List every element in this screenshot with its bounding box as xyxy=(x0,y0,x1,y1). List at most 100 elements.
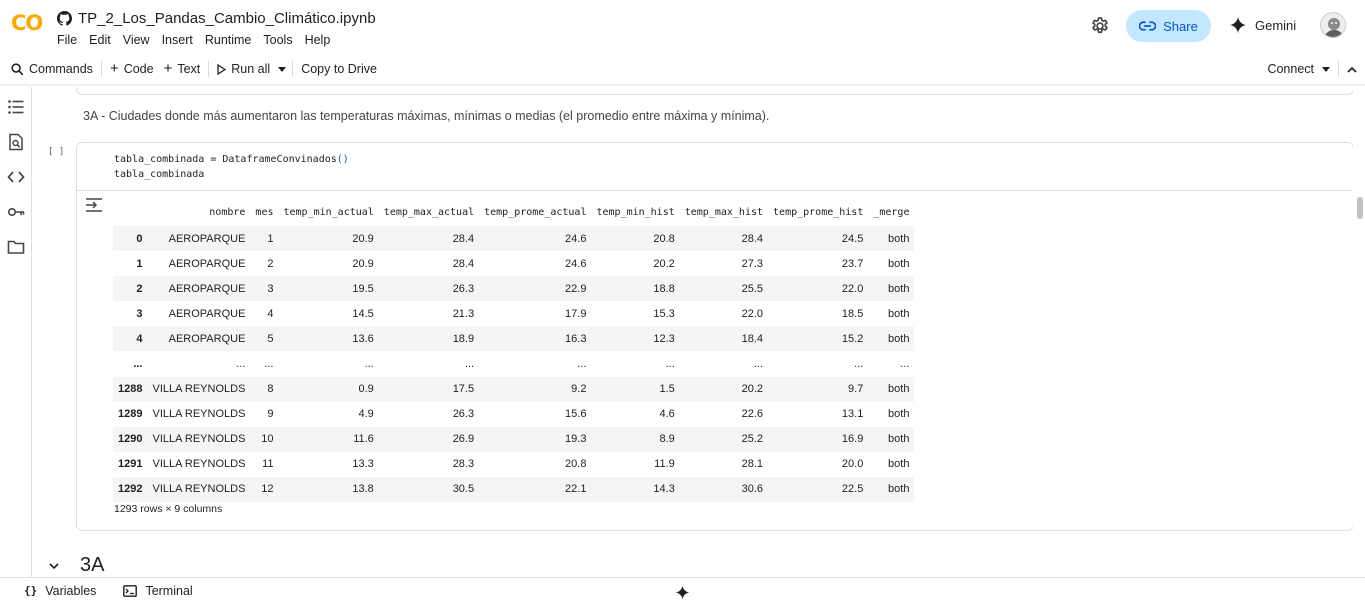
run-cell-button[interactable]: [ ] xyxy=(48,147,65,157)
connect-dropdown[interactable] xyxy=(1322,54,1338,84)
table-cell: 17.5 xyxy=(378,376,480,402)
colab-logo[interactable]: CO xyxy=(11,12,45,34)
menu-tools[interactable]: Tools xyxy=(263,33,293,47)
table-cell: 12.3 xyxy=(591,326,680,352)
table-row: 1289 VILLA REYNOLDS 9 4.9 26.3 15.6 4.6 22.6 13.… xyxy=(113,402,914,427)
plus-icon: + xyxy=(109,60,119,77)
row-index: 1291 xyxy=(118,458,143,471)
table-cell: 25.2 xyxy=(679,426,769,452)
menu-edit[interactable]: Edit xyxy=(89,33,111,47)
terminal-icon xyxy=(123,584,138,597)
menu-view[interactable]: View xyxy=(122,33,150,47)
connect-area: Connect xyxy=(1259,54,1365,84)
share-button[interactable]: Share xyxy=(1126,10,1211,42)
table-row: 4 AEROPARQUE 5 13.6 18.9 16.3 12.3 18.4 15.2 both xyxy=(113,326,915,352)
title-row: TP_2_Los_Pandas_Cambio_Climático.ipynb xyxy=(57,8,376,28)
gemini-sparkle-icon[interactable] xyxy=(675,585,690,600)
code-snippets-icon[interactable] xyxy=(7,168,25,186)
output-actions-icon[interactable] xyxy=(85,197,103,213)
menu-runtime[interactable]: Runtime xyxy=(204,33,252,47)
table-cell: ... xyxy=(665,358,675,371)
table-cell: both xyxy=(868,276,915,302)
caret-down-icon xyxy=(1322,66,1330,72)
add-text-button[interactable]: + Text xyxy=(162,54,209,84)
column-header: temp_max_actual xyxy=(383,207,475,218)
toolbar-divider xyxy=(1338,61,1339,77)
notebook-title[interactable]: TP_2_Los_Pandas_Cambio_Climático.ipynb xyxy=(78,9,376,27)
table-cell: 8 xyxy=(250,376,279,402)
table-row: 1 AEROPARQUE 2 20.9 28.4 24.6 20.2 27.3 23.7 both xyxy=(113,251,914,276)
table-cell: 0.9 xyxy=(278,376,379,402)
text-label: Text xyxy=(177,62,201,76)
table-cell: 24.6 xyxy=(479,226,592,252)
gemini-button[interactable]: Gemini xyxy=(1229,16,1296,34)
table-cell: 26.3 xyxy=(378,276,480,302)
table-cell: 16.9 xyxy=(768,426,869,452)
table-cell: both xyxy=(888,408,910,421)
find-replace-icon[interactable] xyxy=(7,133,25,151)
table-cell: 24.6 xyxy=(565,257,587,270)
column-header: mes xyxy=(255,207,274,218)
run-all-dropdown[interactable] xyxy=(278,54,292,84)
table-cell: 1.5 xyxy=(591,376,680,402)
settings-gear-icon[interactable] xyxy=(1090,16,1110,36)
row-index: 0 xyxy=(113,226,148,252)
commands-button[interactable]: Commands xyxy=(0,54,101,84)
top-bar: CO TP_2_Los_Pandas_Cambio_Climático.ipyn… xyxy=(0,0,1365,54)
menu-insert[interactable]: Insert xyxy=(161,33,193,47)
chevron-down-icon[interactable] xyxy=(48,560,60,572)
run-all-button[interactable]: Run all xyxy=(209,54,278,84)
notebook-scrollbar[interactable] xyxy=(1355,87,1365,577)
table-cell: 13.8 xyxy=(278,476,379,503)
code-cell[interactable]: tabla_combinada = DataframeConvinados() … xyxy=(76,142,1353,531)
table-cell: 22.1 xyxy=(479,476,592,503)
notebook-toolbar: Commands + Code + Text Run all Copy to D… xyxy=(0,54,1365,84)
share-label: Share xyxy=(1163,18,1198,34)
scrollbar-thumb[interactable] xyxy=(1357,197,1363,219)
commands-label: Commands xyxy=(29,62,93,76)
column-header: nombre xyxy=(209,207,246,218)
table-header-row: nombre mes temp_min_actual temp_max_actu… xyxy=(113,199,914,226)
table-cell: both xyxy=(868,476,915,503)
copy-to-drive-button[interactable]: Copy to Drive xyxy=(293,54,385,84)
add-code-button[interactable]: + Code xyxy=(102,54,162,84)
user-avatar[interactable] xyxy=(1320,12,1346,38)
toolbar-divider xyxy=(100,61,102,77)
table-cell: 11.9 xyxy=(654,458,675,471)
table-cell: 22.0 xyxy=(768,276,869,302)
table-cell: 20.2 xyxy=(679,376,769,402)
table-cell: 13.1 xyxy=(841,408,864,421)
toolbar-shadow xyxy=(0,84,1365,87)
connect-button[interactable]: Connect xyxy=(1259,54,1322,84)
collapse-header-button[interactable] xyxy=(1339,54,1365,84)
table-cell: VILLA REYNOLDS xyxy=(147,426,251,452)
menu-file[interactable]: File xyxy=(57,33,78,47)
table-cell: both xyxy=(868,426,915,452)
toolbar-divider xyxy=(208,61,210,77)
table-cell: both xyxy=(888,257,910,270)
code-editor[interactable]: tabla_combinada = DataframeConvinados() … xyxy=(114,152,349,182)
table-cell: 22.5 xyxy=(768,476,869,503)
table-cell: 22.9 xyxy=(479,276,592,302)
menu-help[interactable]: Help xyxy=(304,33,331,47)
table-cell: ... xyxy=(854,358,864,371)
table-cell: 11.6 xyxy=(278,426,379,452)
table-cell: 18.4 xyxy=(679,326,769,352)
files-folder-icon[interactable] xyxy=(7,238,25,256)
secrets-key-icon[interactable] xyxy=(7,203,25,221)
table-cell: 18.5 xyxy=(841,307,864,320)
table-cell: 9.2 xyxy=(479,376,592,402)
table-row: 3 AEROPARQUE 4 14.5 21.3 17.9 15.3 22.0 18.5 both xyxy=(113,301,914,326)
table-of-contents-icon[interactable] xyxy=(7,98,25,116)
table-cell: 25.5 xyxy=(679,276,769,302)
table-cell: 23.7 xyxy=(841,257,864,270)
table-cell: 3 xyxy=(250,276,279,302)
previous-cell xyxy=(76,87,1353,95)
variables-button[interactable]: {} Variables xyxy=(0,584,96,598)
table-cell: AEROPARQUE xyxy=(147,326,251,352)
table-cell: VILLA REYNOLDS xyxy=(147,376,251,402)
section-heading: 3A xyxy=(48,554,104,577)
terminal-button[interactable]: Terminal xyxy=(96,583,193,598)
table-row: 0 AEROPARQUE 1 20.9 28.4 24.6 20.8 28.4 24.5 both xyxy=(113,226,915,252)
terminal-label: Terminal xyxy=(145,583,193,598)
